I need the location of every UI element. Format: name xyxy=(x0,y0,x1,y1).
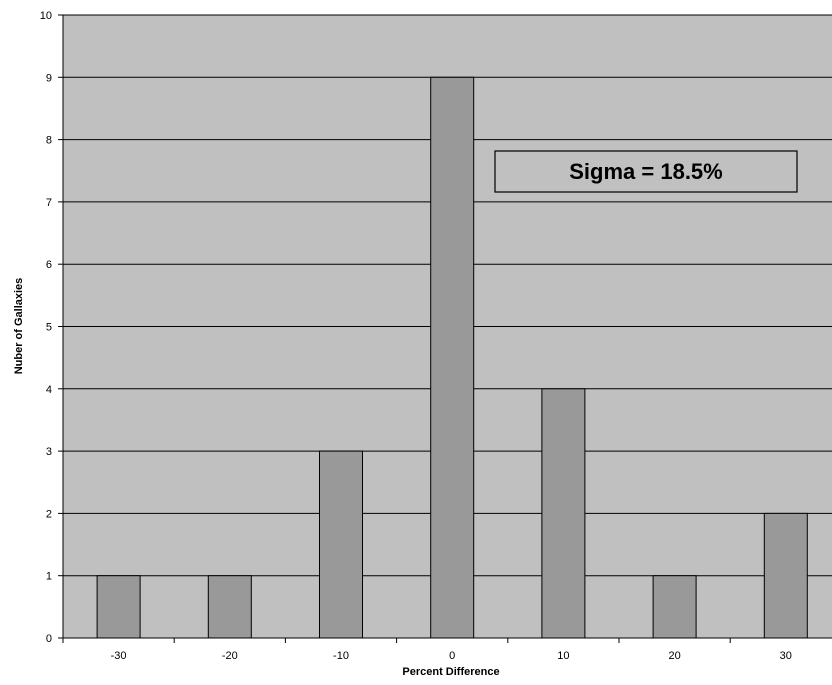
y-tick-label: 8 xyxy=(46,135,52,147)
y-tick-label: 3 xyxy=(46,446,52,458)
y-axis: 0 1 2 3 4 5 6 7 8 9 10 xyxy=(40,10,64,645)
bar--30 xyxy=(96,575,141,639)
annotation-box: Sigma = 18.5% xyxy=(494,150,798,193)
y-tick-label: 10 xyxy=(40,10,52,22)
x-tick-label: 10 xyxy=(557,650,569,662)
y-tick-label: 7 xyxy=(46,197,52,209)
y-axis-title: Nuber of Gallaxies xyxy=(13,278,25,375)
y-tick-label: 2 xyxy=(46,508,52,520)
bar--20 xyxy=(207,575,252,639)
y-tick-label: 5 xyxy=(46,322,52,334)
x-axis: -30 -20 -10 0 10 20 30 xyxy=(62,637,832,662)
x-axis-title: Percent Difference xyxy=(402,666,499,678)
x-tick-label: -30 xyxy=(111,650,127,662)
bar-10 xyxy=(541,388,586,639)
x-tick-label: 0 xyxy=(449,650,455,662)
bar--10 xyxy=(319,450,363,639)
bar-0 xyxy=(430,76,475,639)
y-tick-label: 9 xyxy=(46,72,52,84)
x-tick-label: 20 xyxy=(668,650,680,662)
bar-20 xyxy=(652,575,697,639)
bars xyxy=(96,76,808,639)
y-tick-label: 1 xyxy=(46,571,52,583)
x-tick-label: 30 xyxy=(780,650,792,662)
x-tick-label: -20 xyxy=(222,650,238,662)
x-tick-label: -10 xyxy=(333,650,349,662)
y-tick-label: 4 xyxy=(46,384,52,396)
bar-30 xyxy=(763,512,808,639)
annotation-frame xyxy=(494,150,798,193)
sigma-annotation: Sigma = 18.5% xyxy=(569,159,722,184)
y-tick-label: 0 xyxy=(46,633,52,645)
y-tick-label: 6 xyxy=(46,259,52,271)
